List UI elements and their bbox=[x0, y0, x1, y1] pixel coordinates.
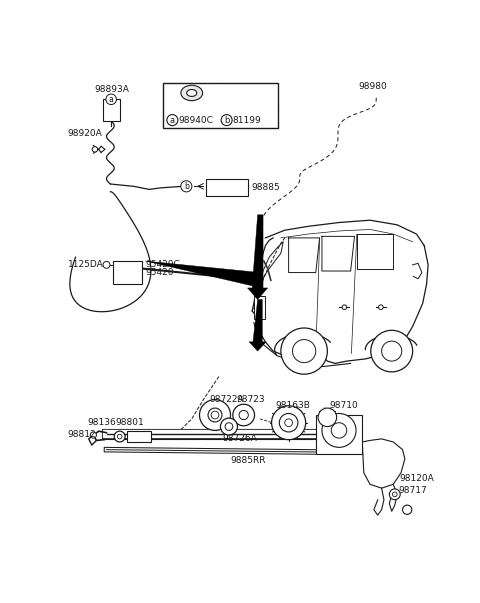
Circle shape bbox=[322, 414, 356, 447]
Polygon shape bbox=[145, 261, 262, 288]
Circle shape bbox=[103, 261, 110, 268]
Text: a: a bbox=[109, 95, 114, 104]
Text: 81199: 81199 bbox=[233, 116, 262, 125]
Text: 98726A: 98726A bbox=[223, 434, 257, 443]
Circle shape bbox=[117, 434, 122, 439]
Circle shape bbox=[90, 432, 96, 438]
Text: 98920A: 98920A bbox=[68, 130, 103, 139]
Circle shape bbox=[233, 404, 254, 426]
Circle shape bbox=[342, 305, 347, 309]
Circle shape bbox=[318, 408, 336, 426]
Text: 98120A: 98120A bbox=[399, 475, 434, 484]
Circle shape bbox=[272, 406, 306, 440]
Circle shape bbox=[403, 505, 412, 514]
Ellipse shape bbox=[187, 89, 197, 96]
Bar bbox=[113, 261, 142, 284]
Circle shape bbox=[292, 339, 316, 362]
Circle shape bbox=[200, 400, 230, 431]
Circle shape bbox=[220, 418, 238, 435]
Text: 98801: 98801 bbox=[116, 418, 144, 427]
Text: 98723: 98723 bbox=[237, 395, 265, 404]
Circle shape bbox=[331, 423, 347, 438]
Text: a: a bbox=[170, 116, 175, 125]
Bar bbox=[254, 295, 265, 319]
Text: 95420: 95420 bbox=[145, 268, 174, 277]
Polygon shape bbox=[248, 215, 268, 300]
Text: 95420C: 95420C bbox=[145, 260, 180, 270]
Circle shape bbox=[225, 423, 233, 431]
Text: 98722A: 98722A bbox=[210, 395, 244, 404]
Text: 98136: 98136 bbox=[87, 418, 116, 427]
Text: 98893A: 98893A bbox=[94, 85, 129, 94]
Text: 1125DA: 1125DA bbox=[68, 260, 104, 270]
Text: 98710: 98710 bbox=[329, 400, 358, 409]
Text: b: b bbox=[224, 116, 229, 125]
Circle shape bbox=[379, 305, 383, 309]
Bar bbox=[206, 178, 248, 195]
Text: 98163B: 98163B bbox=[276, 400, 311, 409]
Circle shape bbox=[208, 408, 222, 422]
Ellipse shape bbox=[181, 85, 203, 101]
Text: 98980: 98980 bbox=[359, 82, 387, 90]
Bar bbox=[163, 83, 278, 128]
Circle shape bbox=[371, 330, 413, 372]
Circle shape bbox=[92, 147, 97, 152]
Bar bbox=[103, 99, 120, 121]
Text: 98717: 98717 bbox=[398, 486, 427, 495]
Circle shape bbox=[239, 411, 248, 420]
Text: b: b bbox=[184, 182, 189, 191]
Circle shape bbox=[389, 489, 400, 500]
Circle shape bbox=[279, 414, 298, 432]
Circle shape bbox=[281, 328, 327, 374]
Circle shape bbox=[393, 492, 397, 497]
Bar bbox=[316, 415, 362, 453]
Circle shape bbox=[285, 419, 292, 426]
Polygon shape bbox=[249, 300, 266, 351]
Circle shape bbox=[382, 341, 402, 361]
Text: 98940C: 98940C bbox=[179, 116, 214, 125]
Circle shape bbox=[114, 431, 125, 442]
Bar bbox=[127, 431, 151, 442]
Circle shape bbox=[211, 411, 219, 419]
Text: 98885: 98885 bbox=[252, 183, 280, 192]
Text: 98812: 98812 bbox=[68, 430, 96, 439]
Text: 9885RR: 9885RR bbox=[230, 456, 266, 465]
